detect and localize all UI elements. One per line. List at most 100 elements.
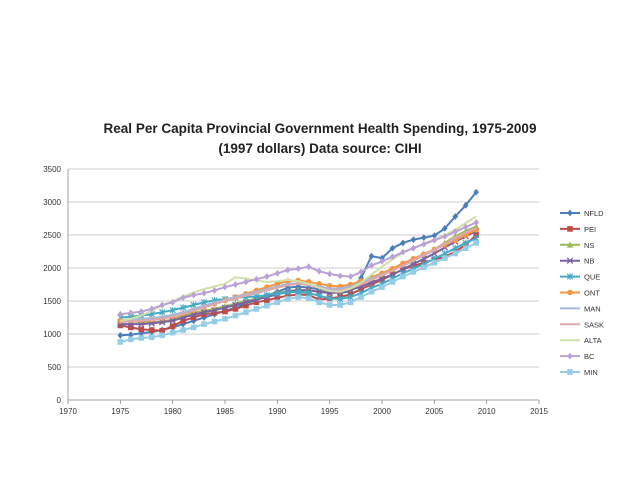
series-bc xyxy=(117,219,479,318)
y-tick-label-2000: 2000 xyxy=(43,264,61,273)
data-point-bc-1985 xyxy=(222,283,228,291)
data-point-bc-2001 xyxy=(389,253,396,261)
legend-item-pei: PEI xyxy=(560,225,596,234)
data-point-bc-1981 xyxy=(180,294,186,302)
data-point-nfld-2006 xyxy=(442,225,448,232)
x-tick-label-1980: 1980 xyxy=(164,407,182,416)
data-point-que-1992 xyxy=(295,288,302,296)
data-point-pei-1986 xyxy=(232,306,239,312)
data-point-pei-1975 xyxy=(117,322,124,329)
data-point-nb-1987 xyxy=(242,299,250,306)
x-tick-label-1990: 1990 xyxy=(268,407,286,416)
data-point-que-1982 xyxy=(190,301,197,309)
data-point-nb-1980 xyxy=(169,317,176,325)
data-point-bc-2009 xyxy=(473,219,479,226)
data-point-min-1995 xyxy=(326,302,333,308)
data-point-min-1983 xyxy=(201,321,207,327)
legend-label-nfld: NFLD xyxy=(584,209,604,218)
data-point-pei-1985 xyxy=(222,308,228,315)
data-point-min-1999 xyxy=(368,288,375,295)
data-point-nb-1984 xyxy=(211,306,218,314)
series-man xyxy=(120,226,477,322)
data-point-bc-2002 xyxy=(400,248,406,256)
data-point-min-1986 xyxy=(232,312,239,319)
legend-item-alta: ALTA xyxy=(560,336,602,345)
data-point-nfld-2008 xyxy=(462,201,469,209)
data-point-pei-1987 xyxy=(243,302,249,309)
data-point-pei-1988 xyxy=(253,299,260,306)
legend-item-bc: BC xyxy=(560,352,595,361)
legend-item-nfld: NFLD xyxy=(560,209,604,218)
legend-marker-bc xyxy=(567,352,573,360)
data-point-min-1977 xyxy=(138,335,145,341)
data-point-nfld-2001 xyxy=(389,244,396,252)
data-point-nfld-1999 xyxy=(368,252,375,260)
data-point-min-1992 xyxy=(295,294,302,300)
data-point-min-1989 xyxy=(264,302,270,309)
legend-label-min: MIN xyxy=(584,368,598,377)
data-point-que-1993 xyxy=(305,289,312,297)
data-point-min-1997 xyxy=(347,299,354,306)
x-tick-label-1985: 1985 xyxy=(216,407,234,416)
data-point-bc-2003 xyxy=(410,244,417,252)
data-point-min-1982 xyxy=(190,324,197,331)
data-point-min-1981 xyxy=(180,327,186,333)
data-point-bc-1977 xyxy=(138,308,145,315)
legend-label-nb: NB xyxy=(584,257,594,266)
data-point-nfld-2004 xyxy=(421,234,427,242)
data-point-pei-1989 xyxy=(264,297,270,304)
data-point-pei-1980 xyxy=(169,323,176,329)
data-point-pei-1984 xyxy=(211,310,218,316)
data-point-pei-1982 xyxy=(190,314,197,321)
series-sask xyxy=(120,227,477,324)
legend-marker-ns xyxy=(566,241,574,248)
data-point-bc-1995 xyxy=(326,270,333,278)
data-point-bc-1982 xyxy=(190,291,197,299)
data-point-que-1996 xyxy=(336,295,344,303)
y-tick-label-0: 0 xyxy=(57,396,62,405)
legend-label-alta: ALTA xyxy=(584,336,602,345)
data-point-nfld-2009 xyxy=(473,188,479,196)
legend-marker-pei xyxy=(567,226,573,232)
data-point-pei-1998 xyxy=(358,286,364,292)
data-point-que-1979 xyxy=(159,308,166,316)
data-point-que-1995 xyxy=(326,295,333,302)
data-point-bc-1978 xyxy=(148,305,155,313)
data-point-bc-1975 xyxy=(117,310,124,318)
data-point-min-1998 xyxy=(358,294,364,300)
data-point-nb-1977 xyxy=(138,320,145,328)
data-point-bc-1997 xyxy=(347,273,354,280)
legend-marker-ont xyxy=(567,289,573,296)
x-tick-label-2015: 2015 xyxy=(530,407,548,416)
chart-subtitle: (1997 dollars) Data source: CIHI xyxy=(218,141,422,156)
data-point-bc-2008 xyxy=(462,223,469,231)
data-point-pei-1981 xyxy=(180,318,186,324)
data-point-min-2000 xyxy=(379,284,385,290)
data-point-que-1991 xyxy=(284,289,291,296)
data-point-pei-1977 xyxy=(138,326,145,333)
data-point-que-1980 xyxy=(169,306,176,314)
series-line-ns xyxy=(120,225,477,324)
data-point-nfld-1976 xyxy=(128,331,134,339)
grid-layer xyxy=(68,168,539,401)
data-point-que-1989 xyxy=(263,291,271,299)
data-point-que-2008 xyxy=(462,239,469,247)
data-point-min-2005 xyxy=(431,259,438,266)
data-point-bc-1980 xyxy=(169,298,176,306)
data-point-min-1987 xyxy=(243,309,249,316)
legend-marker-nfld xyxy=(567,209,573,217)
data-point-pei-1978 xyxy=(148,327,155,333)
legend-marker-nb xyxy=(566,257,574,264)
data-point-min-2001 xyxy=(389,279,396,285)
data-point-min-1991 xyxy=(285,296,291,302)
data-point-bc-1994 xyxy=(316,267,322,275)
data-point-bc-1986 xyxy=(232,281,239,288)
data-point-nb-1978 xyxy=(148,320,155,327)
y-tick-label-1000: 1000 xyxy=(43,330,61,339)
data-point-que-1990 xyxy=(274,290,281,298)
data-point-bc-1987 xyxy=(243,278,249,286)
series-line-man xyxy=(120,226,477,322)
series-min xyxy=(117,240,479,345)
